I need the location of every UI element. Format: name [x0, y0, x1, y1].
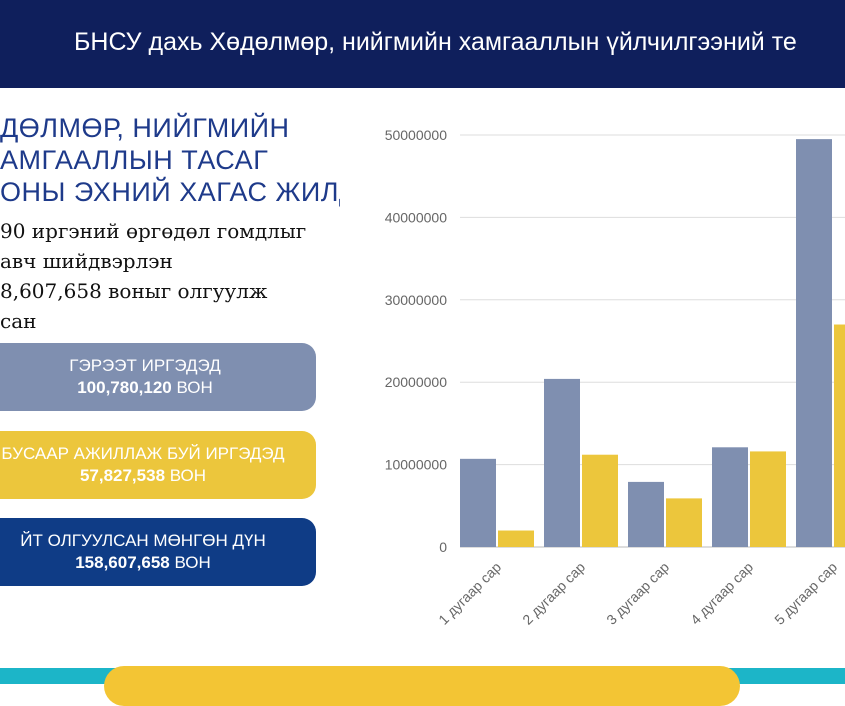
total-amount-label: ЙТ ОЛГУУЛСАН МӨНГӨН ДҮН [20, 531, 266, 550]
contract-workers-label: ГЭРЭЭТ ИРГЭДЭД [69, 356, 221, 375]
bar-series-2 [582, 454, 618, 547]
section-heading: ДӨЛМӨР, НИЙГМИЙН АМГААЛЛЫН ТАСАГ ОНЫ ЭХН… [0, 112, 340, 208]
x-tick-label: 4 дугаар сар [687, 559, 756, 628]
total-amount-unit: ВОН [174, 553, 211, 572]
chart-gridlines [460, 134, 845, 548]
other-workers-card: БУСААР АЖИЛЛАЖ БУЙ ИРГЭДЭД 57,827,538 ВО… [0, 431, 316, 499]
x-tick-label: 3 дугаар сар [603, 559, 672, 628]
total-amount-card: ЙТ ОЛГУУЛСАН МӨНГӨН ДҮН 158,607,658 ВОН [0, 518, 316, 586]
header-banner: БНСУ дахь Хөдөлмөр, нийгмийн хамгааллын … [0, 0, 845, 88]
y-tick-label: 40000000 [385, 209, 448, 225]
summary-line-1: 90 иргэний өргөдөл гомдлыг [0, 219, 307, 243]
bar-series-2 [666, 498, 702, 547]
y-tick-label: 10000000 [385, 457, 448, 473]
other-workers-unit: ВОН [169, 466, 207, 485]
heading-line-3: ОНЫ ЭХНИЙ ХАГАС ЖИЛД [0, 177, 340, 207]
total-amount-value: 158,607,658 [75, 553, 170, 572]
summary-line-2: авч шийдвэрлэн [0, 249, 173, 273]
x-tick-label: 2 дугаар сар [519, 559, 588, 628]
footer-highlight [104, 666, 740, 706]
chart-x-tick-labels: 1 дугаар сар 2 дугаар сар 3 дугаар сар 4 ду… [435, 559, 840, 628]
bar-series-2 [750, 451, 786, 547]
monthly-bar-chart: 0 10000000 20000000 30000000 40000000 5000000… [385, 127, 845, 628]
bar-series-1 [712, 447, 748, 547]
x-tick-label: 1 дугаар сар [435, 559, 504, 628]
other-workers-amount: 57,827,538 [79, 466, 166, 485]
bar-series-1 [628, 481, 664, 547]
y-tick-label: 50000000 [385, 127, 448, 143]
other-workers-label: БУСААР АЖИЛЛАЖ БУЙ ИРГЭДЭД [1, 444, 285, 463]
heading-line-1: ДӨЛМӨР, НИЙГМИЙН [0, 113, 290, 143]
y-tick-label: 20000000 [385, 374, 448, 390]
heading-line-2: АМГААЛЛЫН ТАСАГ [0, 145, 269, 175]
bar-series-2 [498, 530, 534, 547]
bar-series-1 [460, 458, 496, 547]
chart-y-tick-labels: 0 10000000 20000000 30000000 40000000 5000000… [385, 127, 448, 555]
summary-text: 90 иргэний өргөдөл гомдлыг авч шийдвэрлэ… [0, 216, 340, 336]
summary-line-3: 8,607,658 воныг олгуулж [0, 279, 268, 303]
contract-workers-amount: 100,780,120 [77, 378, 172, 397]
summary-line-4: сан [0, 309, 37, 333]
contract-workers-card: ГЭРЭЭТ ИРГЭДЭД 100,780,120 ВОН [0, 343, 316, 411]
chart-bars [460, 139, 845, 547]
bar-series-2 [834, 324, 845, 547]
bar-series-1 [796, 139, 832, 547]
y-tick-label: 0 [439, 539, 447, 555]
bar-series-1 [544, 378, 580, 547]
contract-workers-unit: ВОН [176, 378, 213, 397]
header-title: БНСУ дахь Хөдөлмөр, нийгмийн хамгааллын … [74, 28, 797, 56]
x-tick-label: 5 дугаар сар [771, 559, 840, 628]
y-tick-label: 30000000 [385, 292, 448, 308]
